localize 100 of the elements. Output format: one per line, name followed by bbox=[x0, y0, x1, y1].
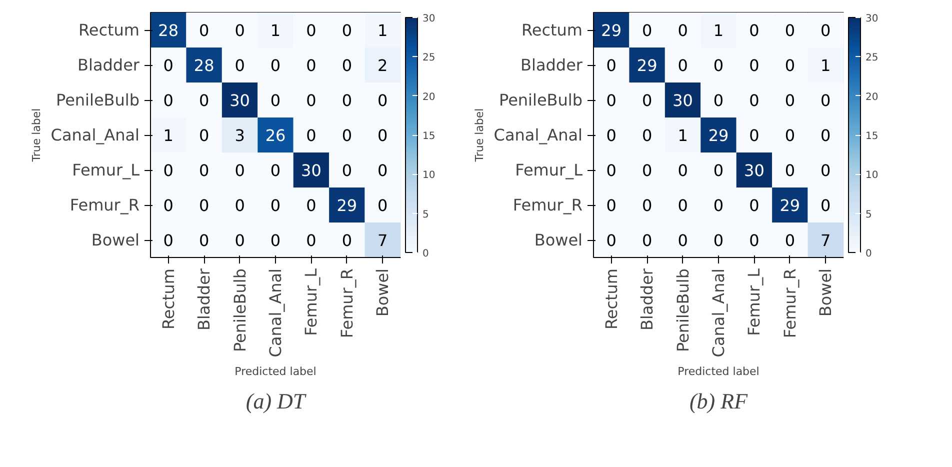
data-label: 0 bbox=[198, 91, 210, 110]
color-bar-label: 15 bbox=[422, 131, 436, 142]
data-label: 0 bbox=[820, 196, 831, 215]
data-label: 0 bbox=[234, 161, 245, 180]
data-label: 29 bbox=[336, 196, 358, 215]
data-label: 0 bbox=[606, 91, 616, 110]
data-label: 0 bbox=[378, 126, 388, 145]
data-label: 0 bbox=[642, 91, 652, 110]
data-label: 0 bbox=[713, 231, 724, 250]
data-label: 1 bbox=[820, 56, 831, 75]
data-label: 0 bbox=[163, 196, 174, 215]
color-bar-label: 5 bbox=[866, 209, 872, 220]
text: (a) DT bbox=[246, 388, 307, 414]
data-label: 0 bbox=[342, 126, 352, 145]
data-label: 0 bbox=[234, 231, 245, 250]
x-tick-label: PenileBulb bbox=[230, 268, 250, 352]
data-label: 0 bbox=[784, 126, 796, 145]
color-bar-label: 10 bbox=[866, 170, 878, 182]
data-label: 0 bbox=[749, 126, 760, 145]
color-bar-label: 15 bbox=[866, 131, 878, 142]
x-tick-label: Canal_Anal bbox=[709, 268, 728, 358]
data-label: 1 bbox=[163, 126, 174, 145]
x-axis-title: Predicted label bbox=[234, 365, 316, 378]
data-label: 0 bbox=[820, 126, 831, 145]
x-tick-label: Canal_Anal bbox=[266, 268, 285, 358]
x-tick-label: Femur_R bbox=[780, 268, 800, 338]
data-label: 0 bbox=[342, 56, 352, 75]
y-axis-title: True label bbox=[30, 108, 43, 163]
data-label: 0 bbox=[713, 91, 724, 110]
data-label: 0 bbox=[784, 56, 796, 75]
data-label: 0 bbox=[306, 231, 316, 250]
data-label: 29 bbox=[601, 21, 622, 40]
data-label: 0 bbox=[198, 161, 210, 180]
data-label: 7 bbox=[378, 231, 388, 250]
color-bar-label: 30 bbox=[866, 14, 878, 24]
data-label: 0 bbox=[820, 161, 831, 180]
data-label: 0 bbox=[642, 231, 652, 250]
data-label: 0 bbox=[306, 91, 316, 110]
x-tick-label: PenileBulb bbox=[673, 268, 692, 352]
x-tick-label: Rectum bbox=[602, 268, 621, 330]
x-tick-label: Bladder bbox=[194, 268, 214, 330]
color-bar-label: 0 bbox=[866, 248, 872, 260]
data-label: 0 bbox=[606, 126, 616, 145]
data-label: 0 bbox=[198, 231, 210, 250]
data-label: 29 bbox=[780, 196, 800, 215]
data-label: 28 bbox=[158, 21, 179, 40]
y-tick-label: Femur_L bbox=[72, 160, 140, 180]
data-label: 30 bbox=[230, 91, 250, 110]
data-label: 0 bbox=[749, 91, 760, 110]
data-label: 0 bbox=[784, 231, 796, 250]
data-label: 0 bbox=[749, 56, 760, 75]
color-bar-label: 25 bbox=[422, 52, 436, 64]
data-label: 0 bbox=[378, 161, 388, 180]
data-label: 0 bbox=[306, 126, 316, 145]
data-label: 0 bbox=[163, 56, 174, 75]
data-label: 0 bbox=[270, 56, 281, 75]
data-label: 0 bbox=[642, 196, 652, 215]
data-label: 0 bbox=[234, 21, 245, 40]
y-tick-label: Rectum bbox=[521, 20, 583, 40]
data-label: 0 bbox=[642, 21, 652, 40]
data-label: 1 bbox=[270, 21, 281, 40]
data-label: 3 bbox=[234, 126, 245, 145]
x-tick-label: Femur_L bbox=[744, 268, 764, 336]
data-label: 0 bbox=[678, 196, 688, 215]
data-label: 0 bbox=[749, 196, 760, 215]
y-tick-label: PenileBulb bbox=[498, 90, 582, 110]
data-label: 0 bbox=[198, 126, 210, 145]
data-label: 2 bbox=[378, 56, 388, 75]
y-tick-label: Bladder bbox=[78, 56, 140, 74]
data-label: 1 bbox=[678, 126, 688, 145]
x-tick-label: Rectum bbox=[158, 268, 178, 330]
data-label: 29 bbox=[636, 56, 658, 75]
y-tick-label: Femur_L bbox=[515, 160, 583, 180]
data-label: 0 bbox=[270, 196, 281, 215]
x-tick-label: Femur_L bbox=[302, 268, 321, 336]
data-label: 0 bbox=[606, 196, 616, 215]
data-label: 0 bbox=[642, 126, 652, 145]
y-tick-label: Bowel bbox=[91, 230, 140, 250]
y-tick-label: Femur_R bbox=[512, 196, 582, 214]
y-tick-label: Canal_Anal bbox=[494, 126, 582, 144]
data-label: 0 bbox=[606, 231, 616, 250]
data-label: 0 bbox=[784, 91, 796, 110]
data-label: 30 bbox=[744, 161, 764, 180]
x-tick-label: Bladder bbox=[638, 268, 657, 330]
color-bar-label: 20 bbox=[422, 92, 436, 103]
y-tick-label: PenileBulb bbox=[56, 90, 140, 110]
x-tick-label: Bowel bbox=[373, 268, 392, 317]
data-label: 1 bbox=[713, 21, 724, 40]
data-label: 0 bbox=[784, 161, 796, 180]
data-label: 1 bbox=[378, 21, 388, 40]
data-label: 0 bbox=[306, 196, 316, 215]
data-label: 0 bbox=[163, 91, 174, 110]
data-label: 0 bbox=[342, 91, 352, 110]
data-label: 0 bbox=[342, 231, 352, 250]
data-label: 0 bbox=[234, 56, 245, 75]
y-tick-label: Femur_R bbox=[70, 196, 140, 214]
data-label: 0 bbox=[820, 21, 831, 40]
data-label: 0 bbox=[198, 21, 210, 40]
data-label: 0 bbox=[749, 231, 760, 250]
data-label: 0 bbox=[678, 231, 688, 250]
